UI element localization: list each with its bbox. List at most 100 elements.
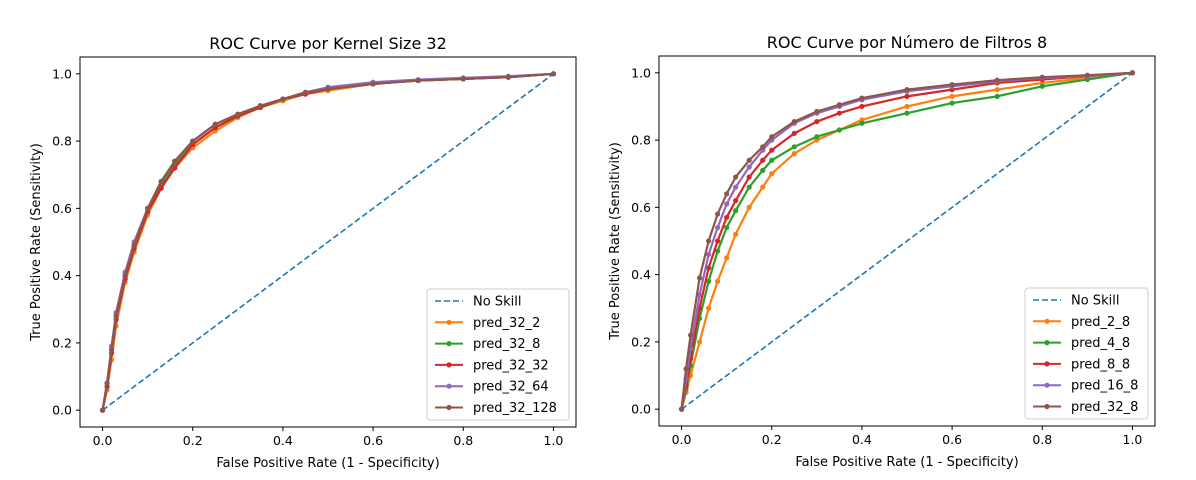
legend-entry: pred_16_8 — [1033, 379, 1138, 394]
data-point — [769, 171, 775, 177]
data-point — [746, 204, 752, 210]
x-tick-label: 0.8 — [1032, 432, 1052, 447]
legend-entry: pred_32_32 — [435, 358, 549, 373]
legend: No Skill pred_32_2 pred_32_8 pred_32_32pred… — [426, 288, 570, 421]
y-tick-label: 0.4 — [52, 268, 72, 283]
data-point — [746, 157, 752, 163]
data-point — [706, 251, 712, 258]
data-point — [715, 278, 721, 284]
chart-panel-filters: ROC Curve por Número de Filtros 8 0.0 0.2… — [608, 33, 1156, 470]
y-tick-label: 0.2 — [52, 335, 72, 350]
data-point — [172, 158, 178, 164]
y-tick-label: 0.8 — [52, 134, 72, 149]
data-point — [550, 71, 557, 77]
data-point — [706, 278, 712, 284]
data-point — [1129, 70, 1136, 76]
legend-label: No Skill — [1071, 294, 1119, 309]
legend-marker — [1044, 382, 1050, 388]
x-tick-label: 0.4 — [273, 433, 293, 448]
x-axis-label: False Positive Rate (1 - Specificity) — [795, 455, 1018, 470]
data-point — [715, 211, 721, 217]
data-point — [1039, 74, 1045, 80]
x-axis-label: False Positive Rate (1 - Specificity) — [216, 456, 439, 471]
legend-entry: pred_8_8 — [1033, 357, 1130, 372]
data-point — [733, 231, 739, 237]
data-point — [145, 205, 151, 211]
data-point — [904, 110, 910, 116]
legend-marker — [1044, 340, 1050, 346]
legend: No Skill pred_2_8 pred_4_8 pred_8_8 pred_16_… — [1024, 287, 1149, 420]
y-tick-label: 0.2 — [631, 334, 651, 349]
y-axis-label: True Positive Rate (Sensitivity) — [29, 143, 44, 342]
plot-area — [658, 55, 1156, 427]
y-tick-label: 0.6 — [631, 200, 651, 215]
chart-title: ROC Curve por Número de Filtros 8 — [767, 33, 1047, 52]
legend-entry: No Skill — [1033, 294, 1119, 309]
x-tick-label: 0.0 — [672, 432, 692, 447]
data-point — [715, 248, 721, 254]
x-tick-label: 0.6 — [942, 432, 962, 447]
y-tick-label: 0.8 — [631, 133, 651, 148]
chart-panel-kernel-size: ROC Curve por Kernel Size 32 0.0 0.2 0.4 0.… — [29, 34, 577, 471]
data-point — [733, 208, 739, 214]
data-point — [460, 76, 466, 82]
data-point — [746, 174, 752, 180]
series-pred_32_128 — [99, 71, 557, 413]
legend-marker — [446, 319, 452, 325]
data-point — [904, 87, 910, 93]
y-tick-label: 0.6 — [52, 201, 72, 216]
data-point — [859, 103, 865, 110]
data-point — [370, 81, 376, 87]
legend-label: pred_4_8 — [1071, 336, 1130, 351]
data-point — [746, 184, 752, 190]
data-point — [706, 305, 712, 311]
legend-label: pred_32_2 — [473, 316, 540, 331]
legend-label: pred_8_8 — [1071, 357, 1130, 372]
series-marks — [678, 70, 1136, 412]
data-point — [814, 118, 820, 125]
legend-label: pred_32_8 — [473, 337, 540, 352]
data-point — [172, 165, 178, 171]
legend-label: pred_32_64 — [473, 380, 549, 395]
legend-marker — [446, 404, 452, 411]
x-tick-label: 0.4 — [852, 432, 872, 447]
series-line — [681, 72, 1133, 410]
x-tick-label: 0.2 — [183, 433, 203, 448]
y-tick-label: 0.4 — [631, 267, 651, 282]
data-point — [836, 110, 842, 116]
series-marks — [99, 71, 557, 413]
legend-label: pred_16_8 — [1071, 379, 1138, 394]
legend-entry: pred_2_8 — [1033, 315, 1130, 330]
data-point — [302, 89, 309, 95]
data-point — [683, 366, 689, 372]
legend-entries: No Skill pred_32_2 pred_32_8 pred_32_32pred… — [435, 295, 557, 416]
legend-entry: No Skill — [435, 295, 521, 310]
data-point — [994, 77, 1000, 83]
data-point — [678, 406, 685, 412]
data-point — [791, 144, 797, 150]
x-tick-label: 0.8 — [453, 433, 473, 448]
data-point — [131, 242, 137, 248]
axes-frame — [658, 55, 1156, 427]
data-point — [769, 134, 775, 140]
axes-frame — [79, 56, 577, 428]
data-point — [733, 198, 739, 204]
data-point — [836, 127, 842, 133]
plot-area — [79, 56, 577, 428]
data-point — [724, 201, 730, 207]
data-point — [904, 93, 910, 99]
x-tick-label: 1.0 — [544, 433, 564, 448]
data-point — [715, 224, 721, 231]
data-point — [158, 185, 164, 191]
data-point — [99, 407, 106, 413]
data-point — [415, 77, 421, 84]
series-No Skill — [102, 73, 554, 411]
data-point — [257, 103, 263, 109]
legend-label: pred_2_8 — [1071, 315, 1130, 330]
data-point — [724, 214, 730, 221]
series-line — [102, 73, 554, 411]
data-point — [859, 95, 865, 101]
legend-entry: pred_32_128 — [435, 401, 557, 416]
legend-label: No Skill — [473, 295, 521, 310]
